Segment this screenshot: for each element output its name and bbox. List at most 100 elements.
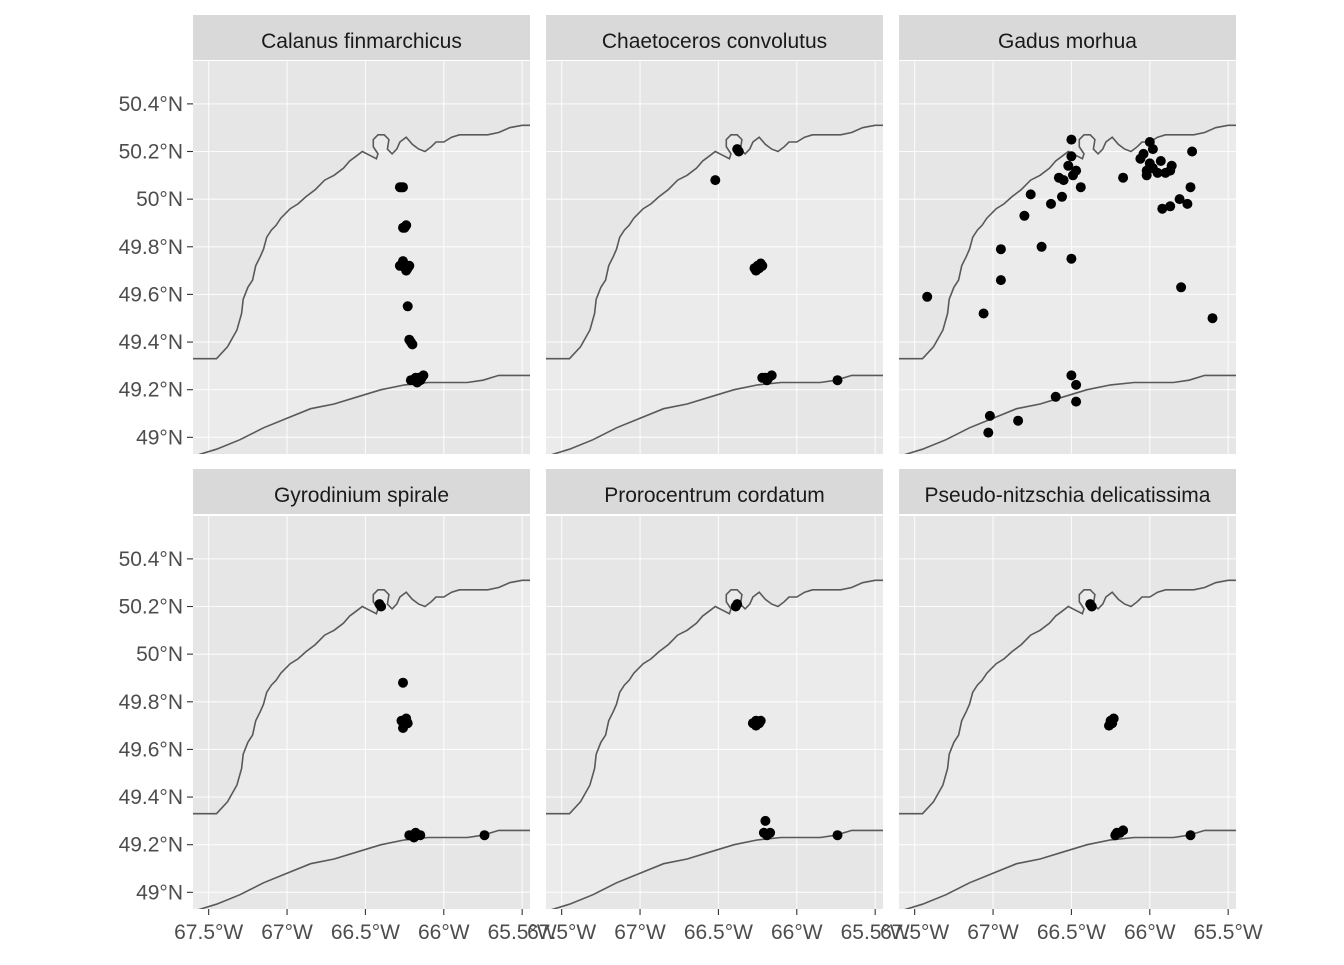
data-point — [1066, 151, 1077, 162]
data-point — [1071, 165, 1082, 176]
panel-contents — [899, 61, 1236, 454]
panel-contents — [899, 516, 1236, 909]
data-point — [765, 827, 776, 838]
facet-panel-2: Gadus morhua — [899, 15, 1236, 454]
data-point — [479, 830, 490, 841]
data-point — [755, 715, 766, 726]
facet-strip-label: Gadus morhua — [998, 30, 1137, 53]
data-point — [1185, 830, 1196, 841]
land-north — [899, 516, 1236, 814]
facet-panel-0: Calanus finmarchicus — [193, 15, 530, 454]
x-tick-label: 66°W — [418, 921, 470, 944]
facet-strip — [546, 469, 883, 514]
data-point — [1063, 160, 1074, 171]
coastline-north — [899, 124, 1236, 360]
x-tick-label: 67°W — [261, 921, 313, 944]
data-point — [398, 222, 408, 233]
x-tick-label: 67.5°W — [527, 921, 596, 944]
data-point — [710, 175, 721, 186]
y-tick-label: 50.2°N — [119, 596, 183, 619]
x-tick-label: 66.5°W — [684, 921, 753, 944]
facet-strip-label: Chaetoceros convolutus — [602, 30, 827, 53]
data-point — [983, 427, 994, 438]
data-point — [1050, 391, 1061, 402]
y-tick-label: 50°N — [136, 188, 183, 211]
data-point — [1046, 198, 1056, 209]
data-point — [730, 601, 741, 612]
y-tick-label: 49°N — [136, 426, 183, 449]
land-north — [546, 516, 883, 814]
data-point — [733, 146, 744, 157]
y-tick-label: 49.6°N — [119, 283, 183, 306]
data-point — [404, 260, 415, 271]
data-point — [1152, 167, 1163, 178]
data-point — [1110, 830, 1121, 841]
coastline-north — [193, 579, 530, 815]
x-tick-label: 65.5°W — [1194, 921, 1263, 944]
data-point — [1086, 601, 1097, 612]
facet-strip — [193, 469, 530, 514]
facet-strip — [546, 15, 883, 60]
facet-strip-label: Calanus finmarchicus — [261, 30, 462, 53]
y-tick-label: 50°N — [136, 643, 183, 666]
data-point — [1141, 170, 1152, 181]
data-point — [1182, 198, 1193, 209]
data-point — [995, 244, 1006, 255]
land-north — [193, 516, 530, 814]
panel-contents — [193, 61, 530, 454]
data-point — [1019, 210, 1030, 221]
y-tick-label: 49.8°N — [119, 691, 183, 714]
data-point — [402, 301, 413, 312]
data-point — [1036, 241, 1047, 252]
data-point — [398, 182, 408, 193]
y-tick-label: 49.4°N — [119, 786, 183, 809]
x-tick-label: 66.5°W — [331, 921, 400, 944]
facet-panel-4: Prorocentrum cordatum — [546, 469, 883, 909]
land-north — [546, 61, 883, 359]
data-point — [978, 308, 989, 319]
y-tick-label: 50.2°N — [119, 141, 183, 164]
data-point — [1118, 172, 1129, 183]
data-point — [1066, 134, 1077, 145]
x-tick-label: 66°W — [1124, 921, 1176, 944]
data-point — [1075, 182, 1086, 193]
data-point — [1155, 156, 1166, 166]
data-point — [1185, 182, 1196, 193]
data-point — [832, 830, 843, 841]
data-point — [832, 375, 843, 386]
data-point — [1025, 189, 1036, 200]
data-point — [398, 723, 408, 733]
data-point — [757, 260, 768, 271]
facet-strip — [899, 15, 1236, 60]
facet-strip-label: Prorocentrum cordatum — [604, 484, 825, 507]
panel-contents — [546, 61, 883, 454]
y-tick-label: 49.4°N — [119, 331, 183, 354]
facet-strip-label: Pseudo-nitzschia delicatissima — [925, 484, 1211, 507]
data-point — [1108, 713, 1119, 724]
data-point — [1138, 148, 1149, 159]
coastline-north — [899, 579, 1236, 815]
y-tick-label: 50.4°N — [119, 93, 183, 116]
data-point — [409, 832, 419, 843]
data-point — [1207, 313, 1218, 324]
data-point — [995, 275, 1006, 286]
coastline-north — [193, 124, 530, 360]
data-point — [922, 291, 933, 302]
data-point — [398, 677, 408, 688]
x-tick-label: 67°W — [967, 921, 1019, 944]
data-point — [1013, 415, 1024, 426]
x-tick-label: 67°W — [614, 921, 666, 944]
data-point — [1071, 396, 1082, 407]
facet-strip-label: Gyrodinium spirale — [274, 484, 449, 507]
coastline-north — [546, 579, 883, 815]
data-point — [1144, 137, 1155, 147]
data-point — [760, 815, 771, 826]
facet-panel-3: Gyrodinium spirale — [193, 469, 530, 909]
y-tick-label: 49°N — [136, 881, 183, 904]
data-point — [1157, 203, 1168, 214]
x-tick-label: 65.5°W — [488, 921, 557, 944]
x-tick-label: 66°W — [771, 921, 823, 944]
data-point — [1071, 379, 1082, 390]
data-point — [1066, 253, 1077, 264]
